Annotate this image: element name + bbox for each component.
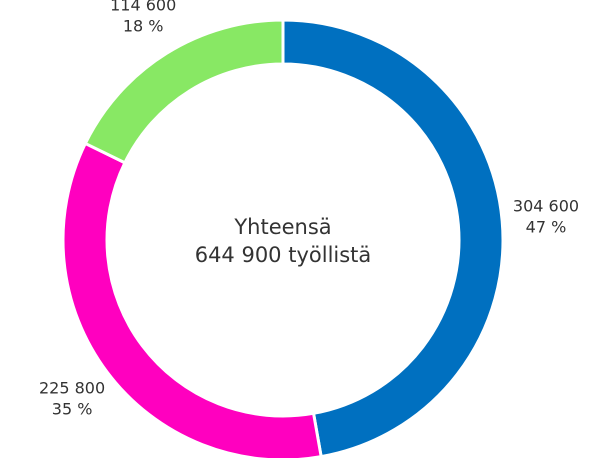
percent-label: 47 %	[526, 218, 567, 237]
value-label: 304 600	[513, 197, 579, 216]
center-total: 644 900 työllistä	[195, 243, 372, 267]
percent-label: 35 %	[52, 399, 93, 418]
percent-label: 18 %	[123, 17, 164, 36]
donut-slice	[281, 18, 505, 458]
value-label: 225 800	[39, 378, 105, 397]
center-title: Yhteensä	[233, 215, 331, 239]
value-label: 114 600	[110, 0, 176, 15]
donut-slice	[61, 141, 323, 458]
donut-slice	[83, 18, 285, 165]
